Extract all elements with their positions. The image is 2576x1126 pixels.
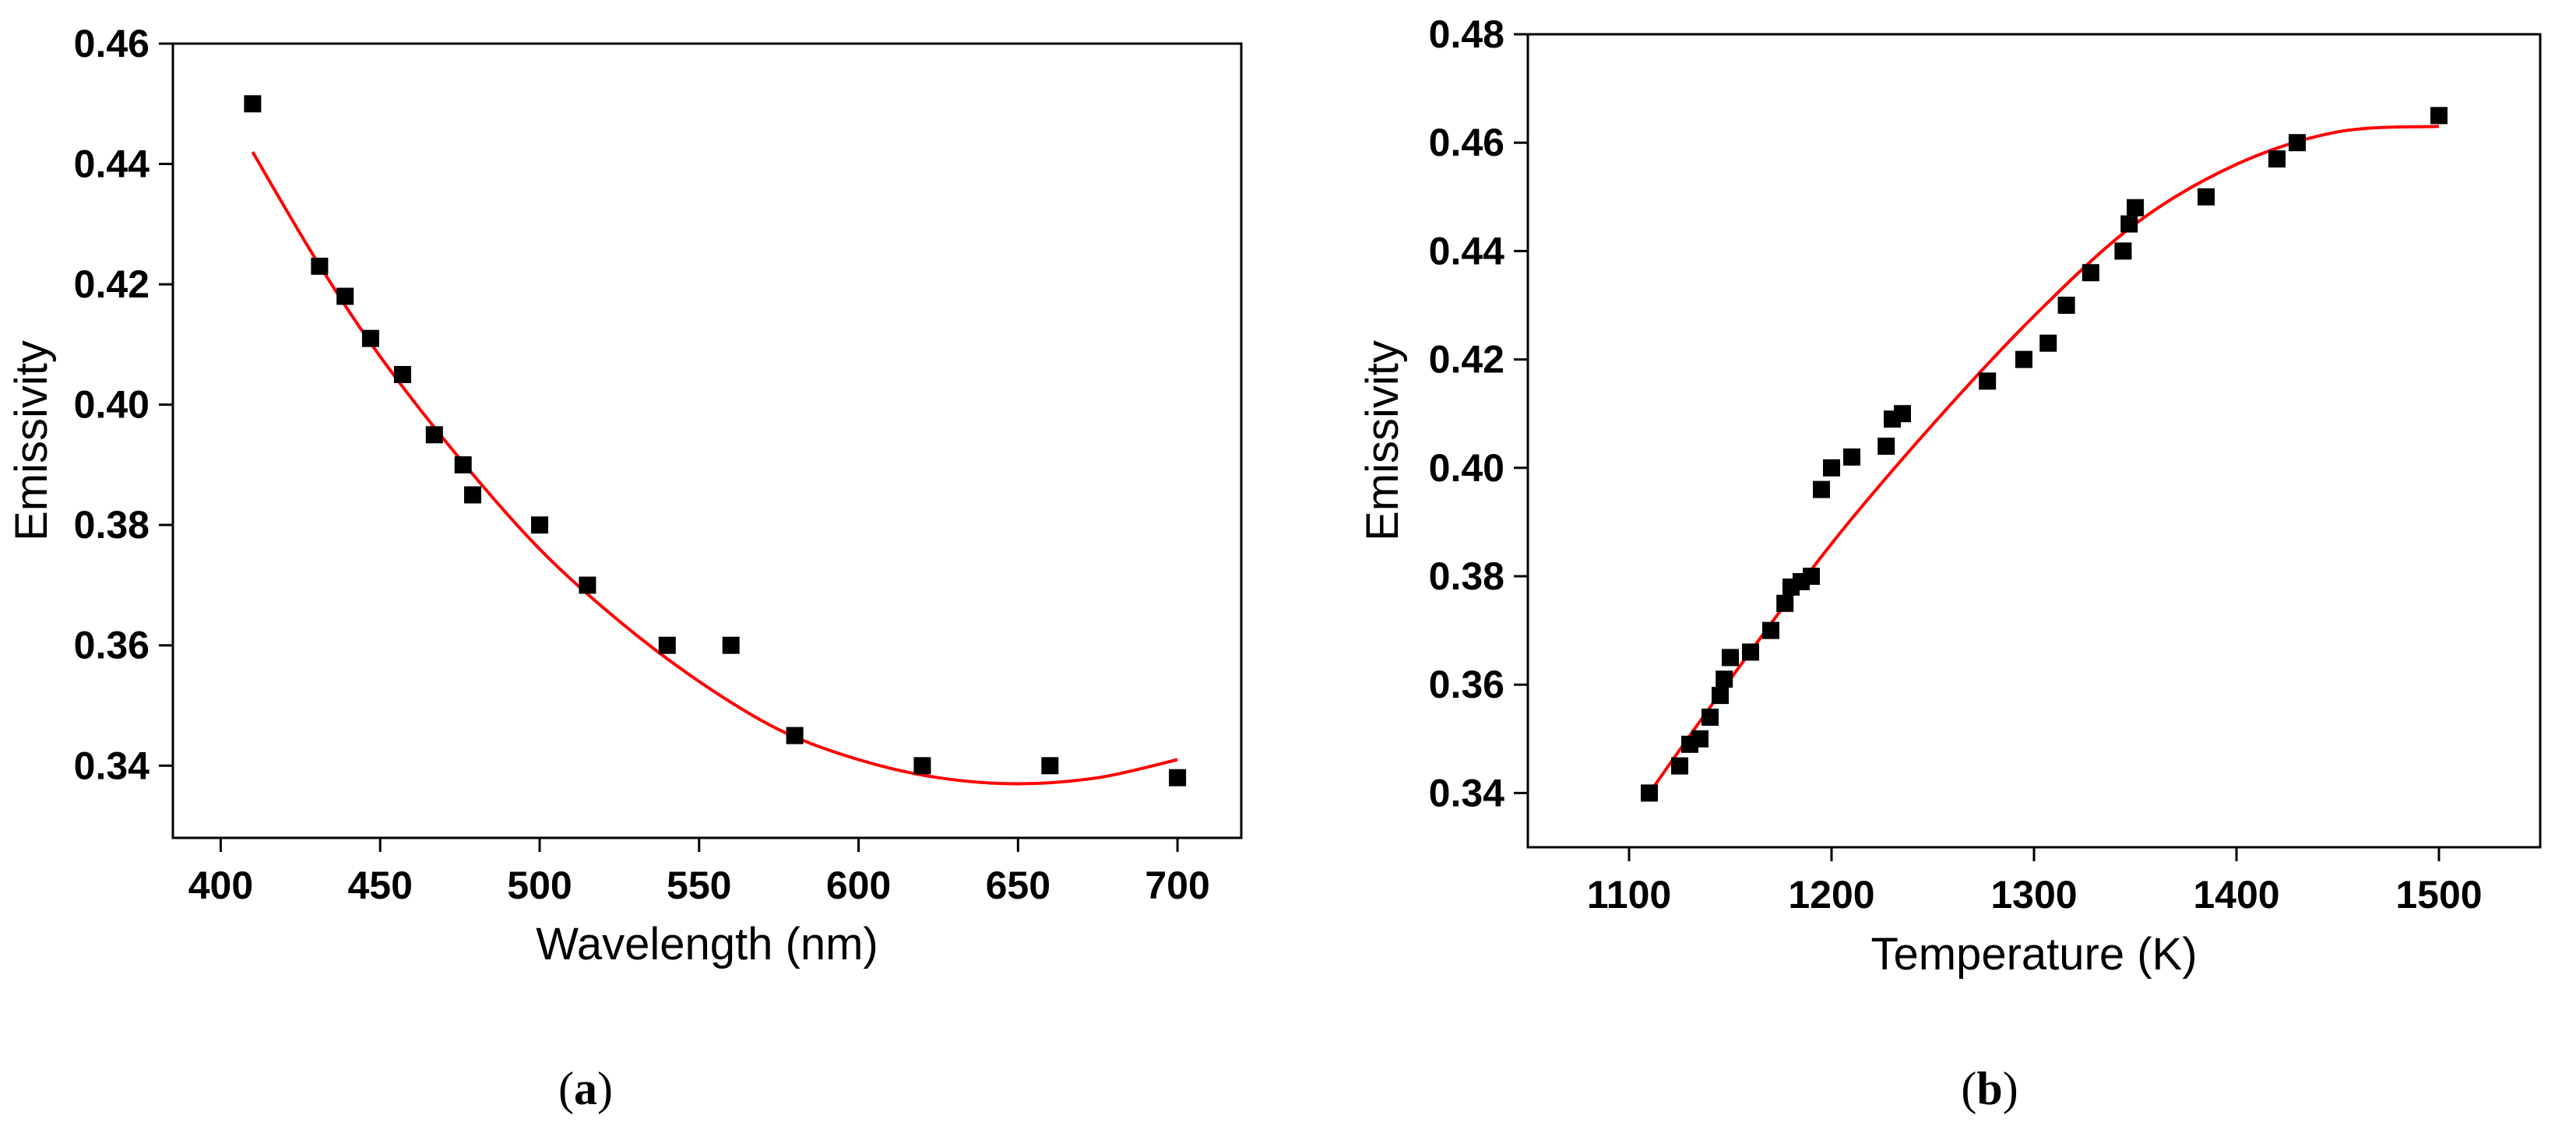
panel-b-data-point [1701,709,1719,726]
panel-b-data-point [2120,215,2138,233]
panel-b-data-point [1716,670,1733,688]
panel-a-x-axis-title: Wavelength (nm) [536,919,878,969]
panel-a-x-tick-label: 700 [1145,864,1209,907]
panel-a-y-tick-label: 0.36 [74,624,150,667]
panel-b-data-point [2268,150,2286,168]
panel-b-data-point [2114,242,2132,260]
panel-b-data-point [2015,350,2032,368]
panel-b-data-point [2127,199,2144,216]
panel-b-x-tick-label: 1100 [1587,873,1671,917]
panel-b-plot-frame [1526,33,2542,849]
panel-a-data-point [1041,757,1059,775]
panel-a-x-tick-label: 450 [347,864,412,907]
panel-b-data-point [2198,188,2215,206]
panel-a-fit-curve [251,151,1178,786]
panel-b-x-tick-label: 1200 [1788,873,1874,917]
panel-a-ticks [159,42,1179,852]
panel-b-data-point [1823,459,1840,477]
panel-b-chart: 1100 1200 1300 1400 1500 0.34 0.36 0.38 0.40 0.42… [1357,12,2542,980]
panel-b-data-point [2430,107,2448,125]
panel-a-y-tick-label: 0.40 [74,383,150,427]
panel-a-x-tick-label: 650 [986,864,1050,907]
panel-b-data-point [1641,784,1658,802]
panel-a-data-point [786,727,804,744]
panel-b-y-tick-label: 0.46 [1429,121,1504,164]
panel-b-data-point [1843,448,1860,466]
panel-a-y-tick-label: 0.38 [74,503,150,547]
panel-b-data-point [2039,334,2057,352]
panel-a-x-tick-label: 400 [188,864,253,907]
panel-a-data-point [393,366,411,383]
panel-b-data-point [1813,480,1830,498]
panel-b-data-point [1671,757,1688,775]
panel-a-y-tick-label: 0.46 [74,22,150,65]
panel-b-y-axis-title: Emissivity [1357,340,1408,541]
panel-a-tick-labels: 400 450 500 550 600 650 700 0.34 0.36 0.38 0.40 0.4… [74,22,1210,907]
panel-a-plot-frame [171,42,1243,839]
panel-b-data-point [1894,405,1911,423]
panel-a-x-tick-label: 500 [507,864,572,907]
panel-b-data-point [1742,643,1759,661]
panel-b-data-point [2057,297,2075,314]
panel-a-data-point [722,636,740,654]
panel-b-data-point [1762,621,1779,639]
panel-a-data-point [311,257,329,275]
panel-a-data-point [361,329,379,347]
panel-b-x-tick-label: 1400 [2193,873,2279,917]
panel-b-y-tick-label: 0.48 [1429,12,1504,56]
panel-b-y-tick-label: 0.44 [1429,229,1505,273]
panel-b-tick-labels: 1100 1200 1300 1400 1500 0.34 0.36 0.38 0.40 0.42… [1429,12,2483,917]
panel-b-data-point [1877,438,1895,455]
panel-b-data-point [2082,264,2099,282]
panel-a-plot-content [244,95,1187,786]
panel-b-data-point [1979,372,1997,390]
caption-b: (b) [1961,1063,2018,1114]
panel-a-y-axis-title: Emissivity [6,340,57,541]
panel-b-plot-content [1641,107,2448,802]
panel-a-data-point [913,757,931,775]
panel-b-y-tick-label: 0.36 [1429,663,1504,706]
panel-a-data-point [425,426,443,444]
panel-b-y-tick-label: 0.42 [1429,338,1504,382]
panel-b-data-point [2289,134,2306,152]
panel-b-ticks [1514,33,2441,861]
panel-b-data-point [1691,730,1709,748]
panel-a-data-point [579,576,596,594]
panel-b-data-point [1776,594,1794,612]
panel-a-data-point [464,486,481,504]
panel-b-y-tick-label: 0.34 [1429,771,1505,815]
panel-a-data-point [454,456,472,473]
panel-b-y-tick-label: 0.38 [1429,554,1504,598]
panel-a-data-point [336,287,354,305]
panel-b-x-tick-label: 1500 [2395,873,2482,917]
panel-a-chart: 400 450 500 550 600 650 700 0.34 0.36 0.38 0.40 0.4… [6,22,1243,969]
panel-a-data-point [658,636,676,654]
panel-b-data-point [1803,568,1820,585]
panel-a-x-tick-label: 600 [826,864,891,907]
panel-b-data-point [1722,649,1739,667]
caption-a: (a) [558,1063,613,1114]
panel-b-x-tick-label: 1300 [1990,873,2077,917]
panel-a-y-tick-label: 0.44 [74,143,150,186]
panel-b-fit-curve [1648,125,2440,794]
panel-b-data-point [1712,687,1729,705]
panel-b-x-axis-title: Temperature (K) [1870,929,2197,980]
panel-a-y-tick-label: 0.42 [74,262,150,306]
panel-a-data-point [244,95,262,113]
panel-a-y-tick-label: 0.34 [74,744,150,787]
panel-a-x-tick-label: 550 [667,864,731,907]
panel-b-y-tick-label: 0.40 [1429,446,1504,490]
panel-a-data-point [531,516,548,534]
panel-a-data-point [1169,769,1187,786]
